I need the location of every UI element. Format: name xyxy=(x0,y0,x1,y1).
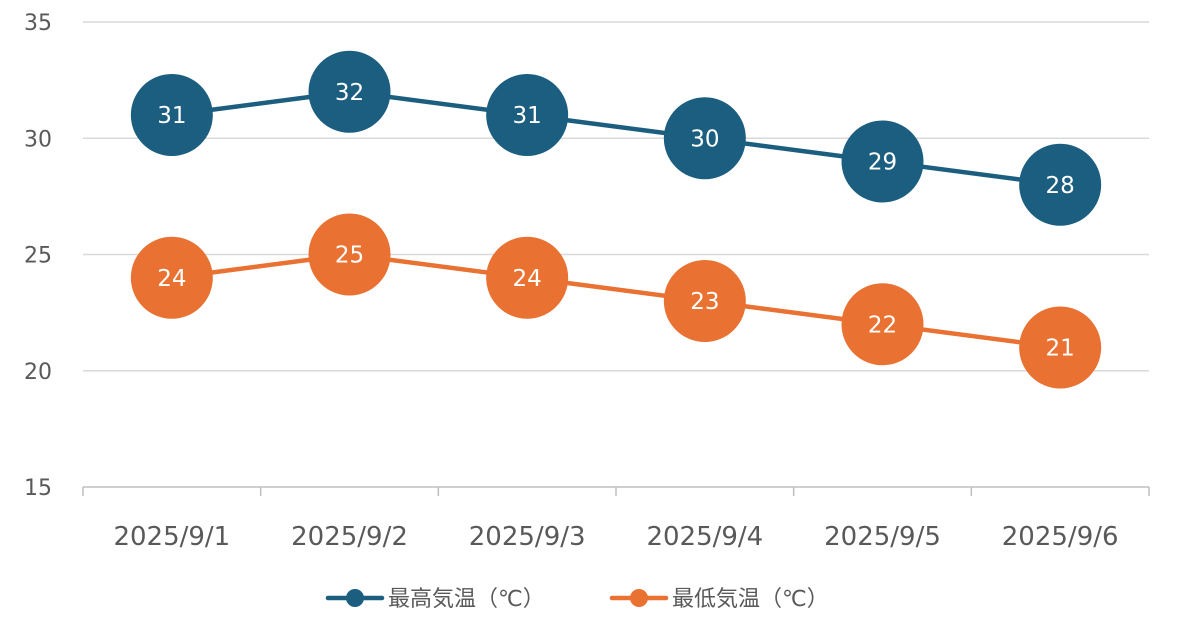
data-label: 31 xyxy=(513,103,542,129)
gridlines xyxy=(83,21,1149,372)
data-point xyxy=(130,74,213,156)
legend-marker xyxy=(346,589,364,607)
y-tick-label: 15 xyxy=(24,476,52,501)
legend-item-1: 最高気温（℃） xyxy=(325,587,545,612)
data-point xyxy=(130,236,213,319)
x-tick-label: 2025/9/1 xyxy=(113,522,230,552)
legend-marker xyxy=(630,589,648,607)
legend: 最高気温（℃） 最低気温（℃） xyxy=(325,587,829,612)
y-tick-label: 20 xyxy=(24,360,52,385)
legend-label: 最低気温（℃） xyxy=(672,587,829,612)
y-tick-label: 35 xyxy=(24,11,52,36)
y-tick-label: 25 xyxy=(24,244,52,269)
data-point xyxy=(308,213,391,296)
legend-item-2: 最低気温（℃） xyxy=(609,587,829,612)
data-label: 32 xyxy=(335,80,364,106)
y-tick-label: 30 xyxy=(24,127,52,152)
data-point xyxy=(841,283,924,366)
data-point xyxy=(486,236,569,319)
data-label: 29 xyxy=(868,150,897,176)
series-1: 31 32 31 30 29 28 xyxy=(130,50,1102,226)
data-label: 30 xyxy=(690,126,719,152)
x-tick-label: 2025/9/6 xyxy=(1002,522,1119,552)
axes: 15 20 25 30 35 2025/9/1 2025/9/2 2025/9/3 2025/9… xyxy=(24,11,1150,552)
data-point xyxy=(308,50,391,133)
data-label: 23 xyxy=(690,289,719,315)
x-tick-label: 2025/9/3 xyxy=(469,522,586,552)
data-label: 25 xyxy=(335,243,364,269)
data-label: 31 xyxy=(157,103,186,129)
data-point xyxy=(663,97,746,180)
x-tick-label: 2025/9/4 xyxy=(646,522,763,552)
x-tick-label: 2025/9/5 xyxy=(824,522,941,552)
series-layer: 31 32 31 30 29 28 24 25 24 23 22 21 xyxy=(130,50,1102,389)
series-line xyxy=(169,252,1063,350)
data-label: 22 xyxy=(868,312,897,338)
legend-label: 最高気温（℃） xyxy=(388,587,545,612)
data-label: 28 xyxy=(1046,173,1075,199)
data-point xyxy=(663,260,746,342)
data-point xyxy=(1019,306,1102,389)
data-point xyxy=(486,74,569,156)
data-label: 24 xyxy=(513,266,542,292)
data-point xyxy=(841,120,924,203)
x-tick-label: 2025/9/2 xyxy=(291,522,408,552)
series-2: 24 25 24 23 22 21 xyxy=(130,213,1102,389)
data-point xyxy=(1019,143,1102,226)
data-label: 24 xyxy=(157,266,186,292)
data-label: 21 xyxy=(1046,336,1075,362)
